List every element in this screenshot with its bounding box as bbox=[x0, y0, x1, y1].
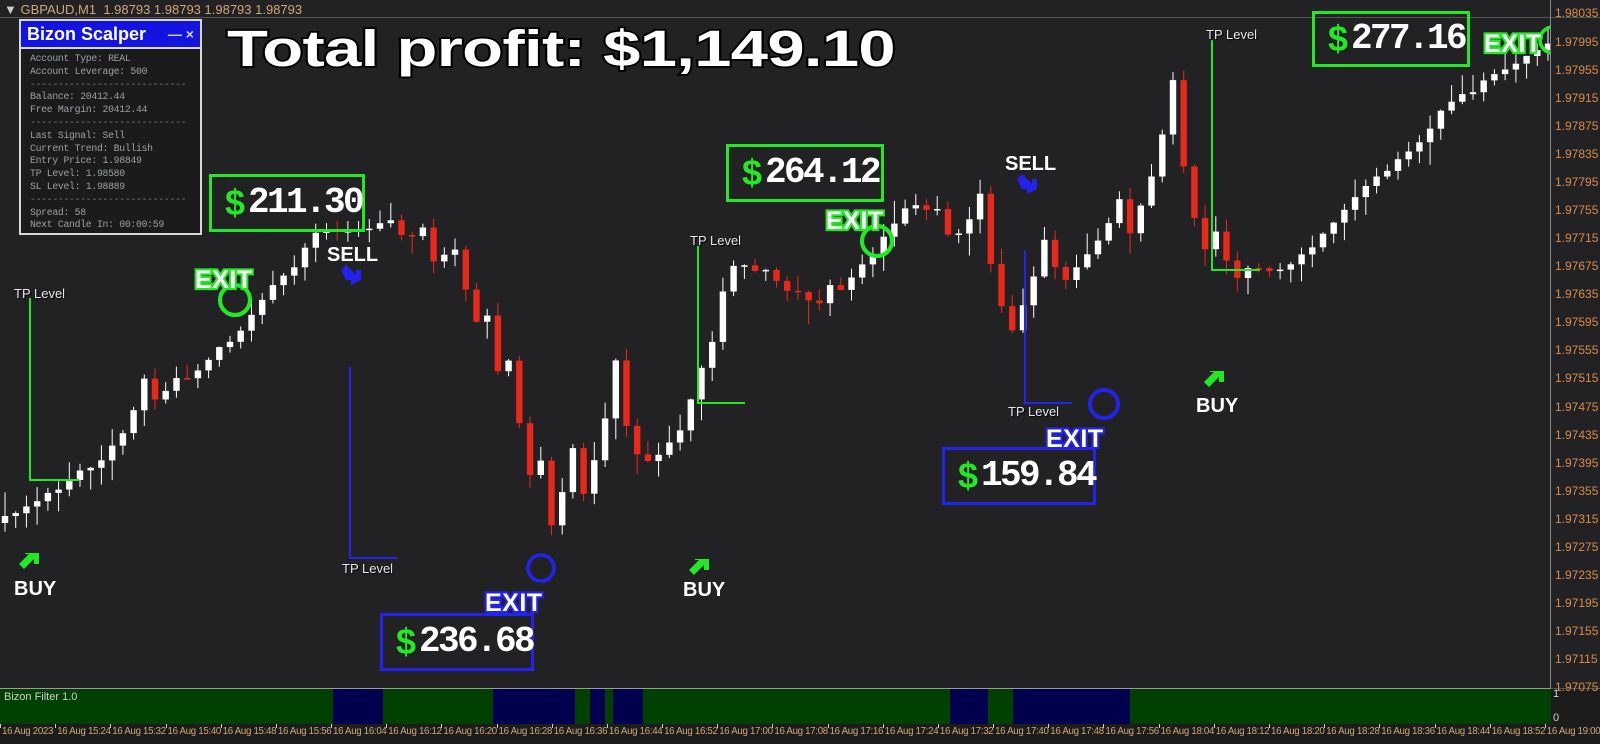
svg-text:EXIT: EXIT bbox=[195, 266, 253, 294]
svg-text:EXIT: EXIT bbox=[826, 207, 884, 235]
svg-text:EXIT: EXIT bbox=[1484, 30, 1542, 58]
